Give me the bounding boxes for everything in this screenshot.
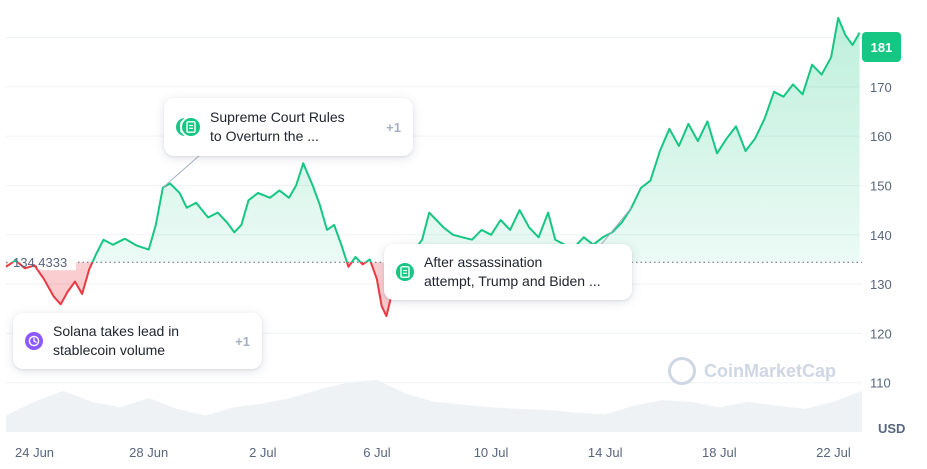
volume-shape — [6, 379, 862, 432]
x-tick-label: 28 Jun — [129, 445, 168, 460]
x-tick-label: 2 Jul — [249, 445, 277, 460]
reference-label-background — [8, 254, 76, 271]
news-card-assassination-attempt[interactable]: After assassination attempt, Trump and B… — [384, 244, 632, 300]
y-tick-label: 140 — [870, 228, 892, 243]
news-card-text: Solana takes lead in stablecoin volume — [53, 322, 227, 360]
news-card-line: Solana takes lead in — [53, 323, 180, 339]
y-tick-label: 120 — [870, 326, 892, 341]
currency-label: USD — [878, 421, 905, 436]
news-card-line: attempt, Trump and Biden ... — [424, 273, 601, 289]
news-card-line: Supreme Court Rules — [210, 109, 345, 125]
news-card-supreme-court[interactable]: Supreme Court Rules to Overturn the ... … — [164, 98, 413, 156]
news-card-text: After assassination attempt, Trump and B… — [424, 253, 620, 291]
news-card-text: Supreme Court Rules to Overturn the ... — [210, 108, 378, 146]
watermark-text: CoinMarketCap — [704, 360, 837, 381]
news-card-line: to Overturn the ... — [210, 128, 319, 144]
coinmarketcap-watermark: CoinMarketCap — [668, 357, 836, 385]
annotation-leader-line — [162, 154, 201, 188]
news-card-count: +1 — [235, 333, 250, 349]
annotation-leader-line — [599, 207, 632, 247]
news-card-line: stablecoin volume — [53, 342, 166, 358]
news-card-count: +1 — [386, 119, 401, 135]
x-tick-label: 24 Jun — [15, 445, 54, 460]
x-tick-label: 14 Jul — [588, 445, 623, 460]
y-axis: 110 120 130 140 150 160 170 — [870, 80, 892, 391]
x-tick-label: 22 Jul — [816, 445, 851, 460]
x-axis: 24 Jun 28 Jun 2 Jul 6 Jul 10 Jul 14 Jul 18 Jul… — [15, 445, 851, 460]
volume-area — [6, 379, 862, 432]
stacked-icons — [176, 116, 202, 138]
y-tick-label: 160 — [870, 129, 892, 144]
news-card-solana-stablecoin[interactable]: Solana takes lead in stablecoin volume +… — [13, 313, 262, 369]
x-tick-label: 6 Jul — [363, 445, 391, 460]
document-icon — [396, 263, 414, 281]
x-tick-label: 10 Jul — [474, 445, 509, 460]
news-card-line: After assassination — [424, 254, 543, 270]
y-tick-label: 130 — [870, 277, 892, 292]
y-tick-label: 150 — [870, 178, 892, 193]
area-above-reference — [6, 17, 860, 263]
coinmarketcap-logo-icon — [668, 357, 696, 385]
y-tick-label: 170 — [870, 80, 892, 95]
reference-price-label: 134.4333 — [13, 255, 67, 270]
x-tick-label: 18 Jul — [702, 445, 737, 460]
document-icon — [180, 116, 202, 138]
y-tick-label: 110 — [870, 376, 891, 391]
current-price-badge: 181 — [862, 32, 901, 62]
clock-icon — [25, 332, 43, 350]
annotation-leaders — [162, 154, 632, 247]
